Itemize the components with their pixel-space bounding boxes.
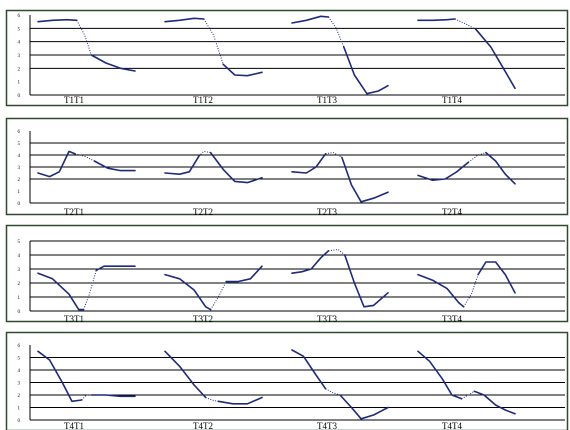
y-tick-label: 4 — [18, 41, 21, 46]
series-line-dotted — [468, 152, 487, 163]
y-tick-label: 4 — [18, 154, 21, 159]
series-line-solid — [164, 17, 205, 23]
category-label: T1T2 — [193, 95, 213, 105]
category-label: T2T2 — [193, 207, 213, 217]
y-tick-label: 5 — [18, 240, 21, 245]
series-line-solid — [164, 350, 207, 399]
series-line-solid — [291, 250, 330, 275]
series-line-solid — [95, 265, 136, 272]
y-tick-label: 3 — [18, 166, 21, 171]
series-line-solid — [90, 394, 136, 398]
y-tick-label: 2 — [18, 178, 21, 183]
category-label: T2T4 — [442, 207, 462, 217]
y-tick-label: 0 — [18, 419, 21, 424]
series-line-solid — [291, 153, 327, 174]
category-label: T1T3 — [317, 95, 337, 105]
y-tick-label: 2 — [18, 282, 21, 287]
y-tick-label: 1 — [18, 190, 21, 195]
series-line-solid — [417, 18, 456, 22]
series-line-solid — [164, 155, 200, 175]
y-tick-label: 3 — [18, 54, 21, 59]
y-tick-label: 6 — [18, 14, 21, 19]
panel-frame — [5, 9, 569, 107]
series-line-solid — [37, 272, 85, 311]
y-tick-label: 0 — [18, 310, 21, 315]
y-tick-label: 4 — [18, 369, 21, 374]
series-line-dotted — [328, 248, 346, 256]
panel-frame — [5, 331, 569, 430]
series-line-dotted — [454, 18, 477, 31]
series-line-dotted — [325, 152, 343, 158]
series-line-solid — [37, 18, 78, 23]
series-line-dotted — [83, 270, 97, 310]
y-tick-label: 2 — [18, 67, 21, 72]
category-label: T3T1 — [64, 314, 84, 324]
y-tick-label: 1 — [18, 296, 21, 301]
series-line-solid — [217, 396, 263, 405]
series-line-solid — [209, 151, 263, 184]
series-line-solid — [164, 273, 212, 311]
y-tick-label: 5 — [18, 27, 21, 32]
category-label: T2T1 — [64, 207, 84, 217]
series-line-solid — [339, 394, 389, 420]
series-line-solid — [37, 150, 76, 178]
series-line-solid — [485, 151, 516, 185]
y-tick-label: 5 — [18, 142, 21, 147]
series-line-solid — [291, 15, 330, 24]
category-label: T3T4 — [442, 314, 462, 324]
y-tick-label: 1 — [18, 81, 21, 86]
series-line-solid — [90, 54, 136, 72]
y-tick-label: 3 — [18, 382, 21, 387]
category-label: T3T2 — [193, 314, 213, 324]
y-tick-label: 1 — [18, 407, 21, 412]
category-label: T4T3 — [317, 421, 337, 430]
y-tick-label: 2 — [18, 394, 21, 399]
series-line-solid — [93, 160, 136, 172]
category-label: T4T1 — [64, 421, 84, 430]
series-line-dotted — [461, 390, 475, 400]
category-label: T1T4 — [442, 95, 462, 105]
y-tick-label: 4 — [18, 254, 21, 259]
series-line-solid — [342, 46, 389, 95]
series-line-dotted — [74, 153, 95, 162]
category-label: T3T3 — [317, 314, 337, 324]
series-line-dotted — [76, 20, 92, 56]
series-line-dotted — [81, 394, 92, 401]
y-tick-label: 5 — [18, 357, 21, 362]
series-line-solid — [477, 261, 516, 294]
series-line-solid — [291, 349, 327, 390]
y-tick-label: 3 — [18, 268, 21, 273]
series-line-solid — [225, 265, 263, 283]
panel-frame — [5, 224, 569, 323]
category-label: T2T3 — [317, 207, 337, 217]
category-label: T4T4 — [442, 421, 462, 430]
series-line-solid — [473, 390, 516, 415]
series-line-solid — [341, 156, 389, 203]
series-line-solid — [417, 273, 465, 308]
y-tick-label: 0 — [18, 94, 21, 99]
series-line-dotted — [205, 397, 219, 402]
y-tick-label: 6 — [18, 344, 21, 349]
series-line-dotted — [325, 388, 341, 396]
series-line-solid — [417, 161, 470, 181]
category-label: T4T2 — [193, 421, 213, 430]
series-line-solid — [222, 63, 263, 77]
category-label: T1T1 — [64, 95, 84, 105]
series-line-solid — [417, 350, 463, 400]
y-tick-label: 0 — [18, 202, 21, 207]
series-line-solid — [343, 254, 389, 308]
y-tick-label: 6 — [18, 130, 21, 135]
series-line-solid — [37, 350, 83, 403]
series-line-solid — [475, 28, 516, 90]
